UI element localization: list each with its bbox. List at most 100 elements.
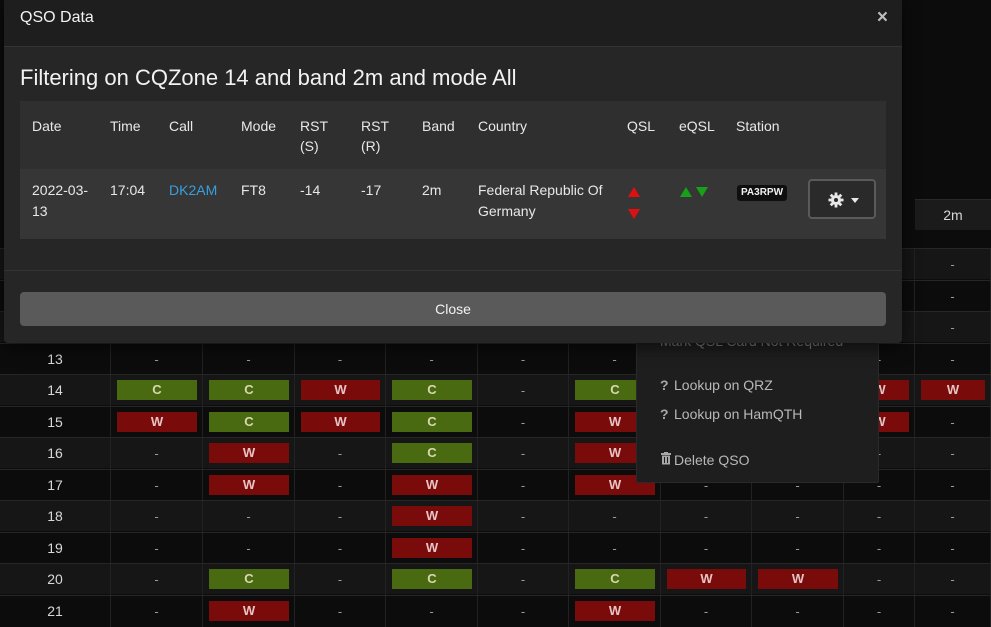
question-icon: ? (660, 406, 669, 422)
confirmed-badge: C (392, 411, 472, 432)
grid-row-zone-label: 13 (0, 343, 111, 375)
grid-cell[interactable]: C (386, 375, 478, 406)
grid-cell: - (661, 501, 752, 532)
grid-cell[interactable]: W (915, 375, 991, 406)
cell-call-link[interactable]: DK2AM (169, 182, 218, 198)
grid-row-zone-label: 17 (0, 469, 111, 501)
grid-cell: - (915, 469, 991, 501)
grid-row: 18- - - W - - - - - - (0, 500, 991, 532)
grid-cell[interactable]: C (203, 406, 295, 438)
close-icon[interactable]: × (876, 7, 888, 28)
grid-row-zone-label: 14 (0, 375, 111, 406)
grid-cell[interactable]: W (203, 469, 295, 501)
grid-cell: - (915, 249, 991, 280)
grid-cell[interactable]: W (569, 438, 661, 469)
filter-heading: Filtering on CQZone 14 and band 2m and m… (20, 65, 517, 90)
cell-rst-received: -17 (361, 182, 382, 198)
grid-cell: - (844, 469, 915, 501)
grid-cell: - (844, 564, 915, 595)
worked-badge: W (575, 474, 655, 495)
grid-cell[interactable]: W (386, 501, 478, 532)
grid-header-2m: 2m (915, 199, 991, 230)
arrow-up-red-icon (628, 187, 640, 197)
grid-row: 20- C - C - C W W - - (0, 563, 991, 595)
worked-badge: W (209, 600, 289, 621)
grid-cell: - (915, 438, 991, 469)
worked-badge: W (921, 380, 985, 400)
grid-row-zone-label: 16 (0, 438, 111, 469)
menu-item-lookup-qrz[interactable]: ? Lookup on QRZ (660, 375, 773, 395)
menu-item-label: Delete QSO (674, 452, 750, 468)
grid-cell: - (661, 595, 752, 627)
modal-header: QSO Data × (4, 0, 902, 47)
col-station: Station (736, 118, 780, 134)
qso-actions-button[interactable] (808, 179, 876, 219)
grid-cell[interactable]: C (386, 438, 478, 469)
grid-cell[interactable]: C (569, 564, 661, 595)
grid-cell[interactable]: W (295, 406, 386, 438)
grid-cell: - (203, 343, 295, 375)
worked-badge: W (392, 537, 472, 558)
worked-badge: W (575, 443, 655, 463)
grid-cell[interactable]: W (386, 469, 478, 501)
grid-cell[interactable]: W (569, 469, 661, 501)
grid-cell[interactable]: C (203, 564, 295, 595)
grid-cell: - (295, 532, 386, 564)
menu-item-lookup-hamqth[interactable]: ? Lookup on HamQTH (660, 404, 802, 424)
grid-cell: - (295, 343, 386, 375)
grid-cell[interactable]: W (661, 564, 752, 595)
cell-mode: FT8 (241, 182, 266, 198)
cell-country: Federal Republic Of Germany (478, 180, 603, 222)
qso-data-modal: QSO Data × Filtering on CQZone 14 and ba… (4, 0, 902, 343)
grid-cell[interactable]: C (386, 406, 478, 438)
cell-date: 2022-03- 13 (32, 180, 88, 222)
grid-cell: - (478, 469, 569, 501)
grid-cell: - (478, 564, 569, 595)
grid-cell: - (915, 280, 991, 312)
table-row: 2022-03- 13 17:04 DK2AM FT8 -14 -17 2m F… (20, 169, 886, 239)
col-rst-sent: RST (S) (300, 116, 328, 156)
grid-cell: - (111, 438, 203, 469)
trash-icon (660, 450, 674, 470)
grid-row: 21- W - - - W - - - - (0, 594, 991, 627)
grid-cell: - (844, 501, 915, 532)
grid-cell[interactable]: C (386, 564, 478, 595)
confirmed-badge: C (117, 380, 197, 400)
worked-badge: W (392, 474, 472, 495)
grid-cell[interactable]: W (569, 595, 661, 627)
grid-cell: - (386, 343, 478, 375)
grid-cell: - (478, 343, 569, 375)
menu-item-mark-qsl-not-required[interactable]: Mark QSL Card Not Required (660, 341, 843, 351)
grid-cell: - (111, 564, 203, 595)
table-header: Date Time Call Mode RST (S) RST (R) Band… (20, 101, 886, 169)
cell-country-line1: Federal Republic Of (478, 182, 603, 198)
grid-cell[interactable]: C (203, 375, 295, 406)
grid-cell: - (478, 406, 569, 438)
grid-cell: - (569, 501, 661, 532)
grid-cell: - (295, 469, 386, 501)
col-time: Time (110, 118, 141, 134)
grid-cell[interactable]: W (386, 532, 478, 564)
menu-item-delete-qso[interactable]: Delete QSO (660, 450, 749, 470)
grid-cell[interactable]: W (295, 375, 386, 406)
worked-badge: W (392, 506, 472, 526)
qso-table: Date Time Call Mode RST (S) RST (R) Band… (20, 101, 886, 239)
caret-down-icon (851, 198, 859, 203)
grid-cell[interactable]: W (203, 595, 295, 627)
grid-cell: - (111, 595, 203, 627)
grid-cell: - (295, 438, 386, 469)
worked-badge: W (301, 411, 380, 432)
cell-band: 2m (422, 182, 442, 198)
grid-cell[interactable]: W (752, 564, 844, 595)
cell-time: 17:04 (110, 182, 146, 198)
col-rst-received-line2: (R) (361, 138, 381, 154)
grid-cell: - (844, 343, 915, 375)
close-button[interactable]: Close (20, 292, 886, 326)
grid-cell: - (478, 501, 569, 532)
col-mode: Mode (241, 118, 277, 134)
grid-cell[interactable]: W (203, 438, 295, 469)
grid-cell: - (915, 501, 991, 532)
col-rst-received-line1: RST (361, 118, 389, 134)
grid-cell[interactable]: C (111, 375, 203, 406)
grid-cell[interactable]: W (111, 406, 203, 438)
